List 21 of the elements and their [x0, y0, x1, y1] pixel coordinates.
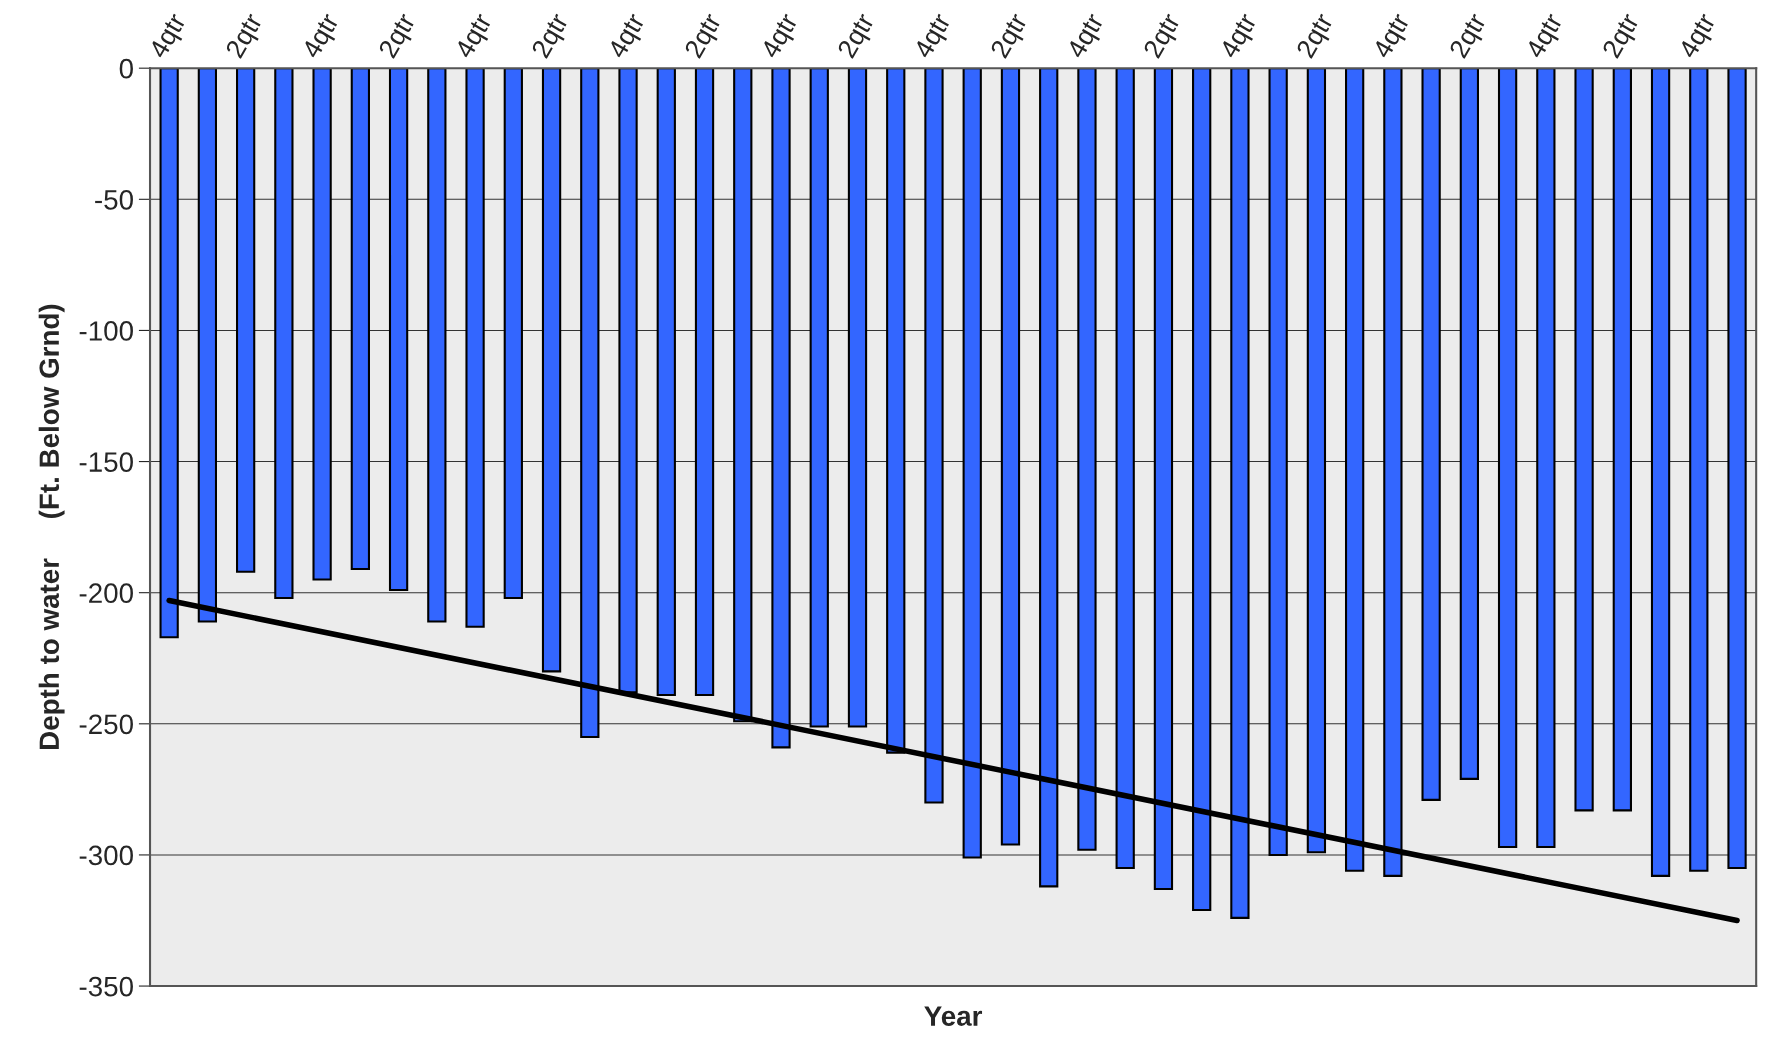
x-tick-label: 4qtr	[1219, 11, 1262, 63]
x-tick-label: 4qtr	[1524, 11, 1568, 63]
y-tick-label: -350	[79, 976, 133, 997]
y-tick-label: -50	[95, 189, 133, 210]
x-tick-label: 4qtr	[301, 11, 344, 63]
y-tick-label: -200	[79, 583, 133, 604]
x-tick-label: 4qtr	[148, 11, 191, 63]
x-tick-label: 4qtr	[1677, 11, 1721, 63]
y-axis-title: Depth to water (Ft. Below Grnd)	[38, 304, 65, 750]
y-tick-label: -300	[79, 845, 133, 866]
x-tick-label: 4qtr	[454, 11, 497, 63]
x-tick-label: 4qtr	[1066, 11, 1109, 63]
x-tick-label: 4qtr	[913, 11, 956, 63]
x-tick-label: 4qtr	[1372, 11, 1415, 63]
x-tick-label: 4qtr	[607, 11, 650, 63]
y-tick-label: 0	[119, 58, 133, 79]
x-axis-title: Year	[924, 1006, 983, 1026]
y-tick-label: -150	[79, 452, 133, 472]
y-tick-label: -100	[79, 321, 133, 341]
y-tick-label: -250	[79, 714, 133, 735]
x-tick-label: 4qtr	[760, 11, 803, 63]
